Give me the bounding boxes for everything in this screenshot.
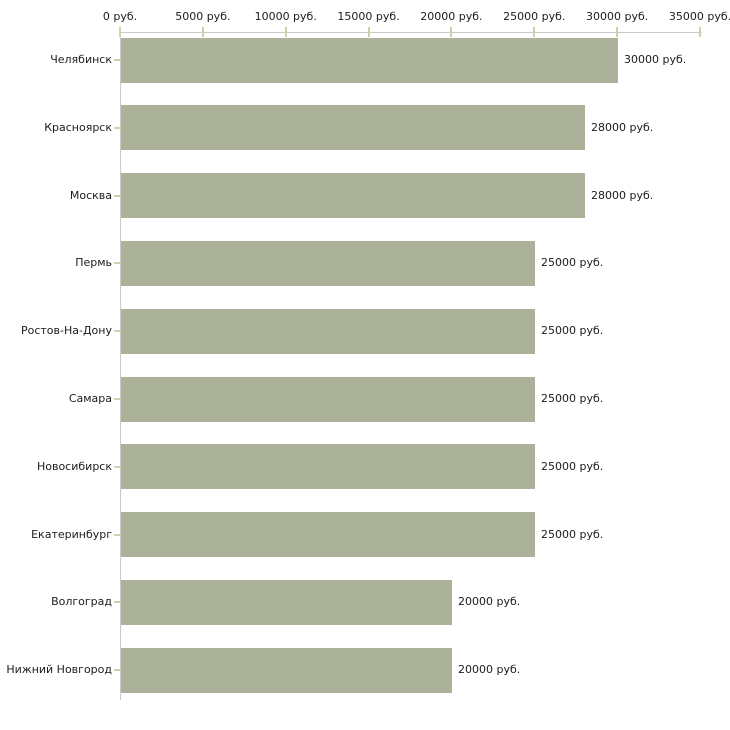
category-tick <box>114 195 120 197</box>
x-tick <box>699 27 701 37</box>
bar <box>121 580 452 625</box>
category-tick <box>114 534 120 536</box>
bar <box>121 377 535 422</box>
bar-value-label: 30000 руб. <box>624 53 687 66</box>
bar-category-label: Пермь <box>75 256 112 269</box>
category-tick <box>114 398 120 400</box>
x-tick-label: 0 руб. <box>102 10 138 23</box>
bar <box>121 444 535 489</box>
category-tick <box>114 466 120 468</box>
bar-category-label: Самара <box>68 392 112 405</box>
bar-category-label: Екатеринбург <box>31 528 112 541</box>
bar <box>121 105 585 150</box>
category-tick <box>114 330 120 332</box>
bar-category-label: Нижний Новгород <box>6 663 112 676</box>
x-tick <box>367 27 370 37</box>
x-tick <box>119 27 121 37</box>
x-tick <box>616 27 619 37</box>
bar-value-label: 25000 руб. <box>541 392 604 405</box>
bar <box>121 38 618 83</box>
category-tick <box>114 127 120 129</box>
x-tick-label: 10000 руб. <box>254 10 317 23</box>
category-tick <box>114 59 120 61</box>
bar <box>121 173 585 218</box>
x-tick <box>284 27 287 37</box>
bar-category-label: Волгоград <box>51 595 112 608</box>
x-tick-label: 35000 руб. <box>668 10 730 23</box>
x-tick-label: 5000 руб. <box>175 10 231 23</box>
category-tick <box>114 669 120 671</box>
x-tick <box>450 27 453 37</box>
x-tick-label: 20000 руб. <box>420 10 483 23</box>
bar-value-label: 28000 руб. <box>591 189 654 202</box>
category-tick <box>114 262 120 264</box>
x-tick <box>533 27 536 37</box>
bar-value-label: 25000 руб. <box>541 528 604 541</box>
x-tick-label: 30000 руб. <box>586 10 649 23</box>
bar-value-label: 25000 руб. <box>541 256 604 269</box>
category-tick <box>114 601 120 603</box>
bar-category-label: Москва <box>69 189 112 202</box>
bar-value-label: 25000 руб. <box>541 324 604 337</box>
x-tick <box>201 27 204 37</box>
bar <box>121 648 452 693</box>
bar <box>121 512 535 557</box>
bar-value-label: 28000 руб. <box>591 121 654 134</box>
bar <box>121 309 535 354</box>
bar-category-label: Красноярск <box>44 121 112 134</box>
bar-category-label: Новосибирск <box>36 460 112 473</box>
bar-value-label: 20000 руб. <box>458 663 521 676</box>
bar <box>121 241 535 286</box>
bar-category-label: Челябинск <box>50 53 112 66</box>
y-axis-line <box>120 32 121 700</box>
x-tick-label: 25000 руб. <box>503 10 566 23</box>
x-tick-label: 15000 руб. <box>337 10 400 23</box>
bar-category-label: Ростов-На-Дону <box>20 324 112 337</box>
bar-value-label: 25000 руб. <box>541 460 604 473</box>
x-axis-line <box>120 32 702 33</box>
bar-value-label: 20000 руб. <box>458 595 521 608</box>
